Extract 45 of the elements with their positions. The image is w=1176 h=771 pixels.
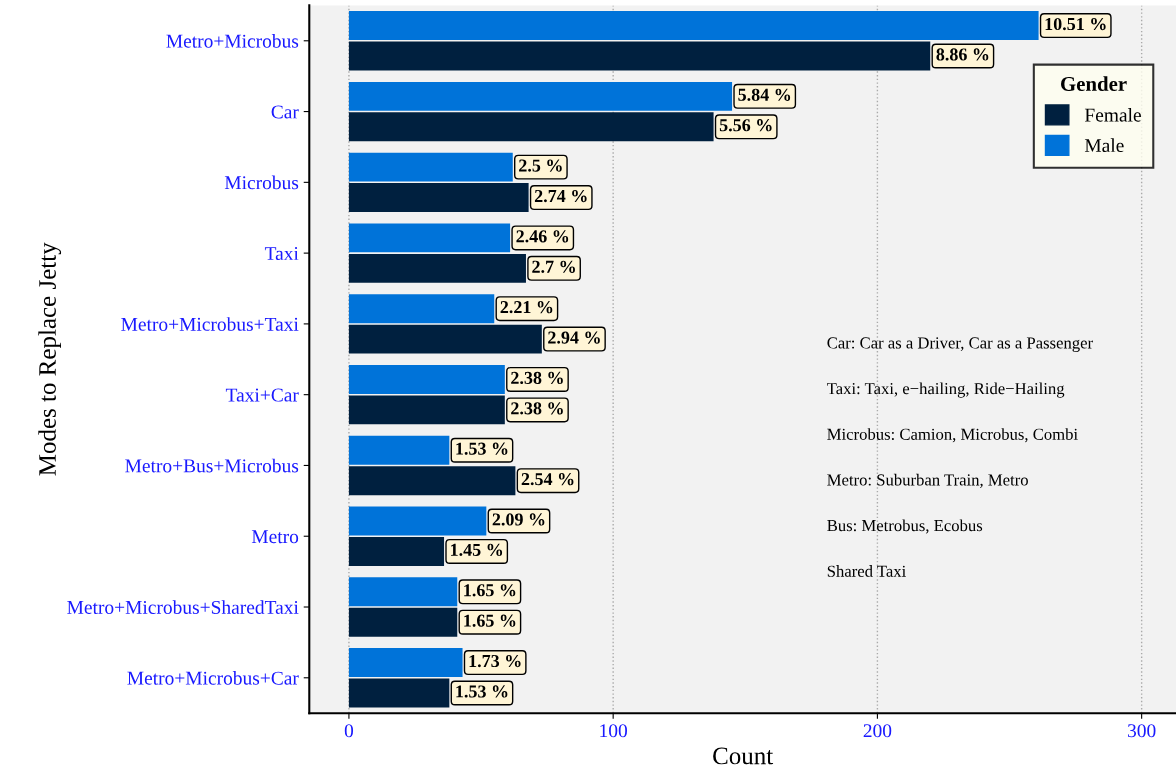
annotation: 1.45 %: [451, 543, 503, 557]
legend-label: Female: [1084, 107, 1141, 122]
annotation: 5.56 %: [719, 119, 772, 132]
annotation: 2.7 %: [532, 260, 575, 273]
annotation: 1.73 %: [469, 654, 521, 668]
y-axis-title: Modes to Replace Jetty: [38, 242, 62, 476]
annotation: Metro: Suburban Train, Metro: [827, 473, 1028, 488]
y-tick-label: Taxi: [264, 246, 299, 261]
y-tick-label: Metro+Microbus+Car: [127, 671, 299, 685]
annotation: 10.51 %: [1045, 17, 1106, 31]
annotation: 2.38 %: [511, 402, 563, 415]
annotation: Taxi: Taxi, e−hailing, Ride−Hailing: [827, 382, 1065, 398]
y-tick-label: Car: [271, 105, 299, 119]
legend-title: Gender: [1061, 76, 1127, 91]
y-tick-label: Metro: [251, 530, 299, 544]
legend-label: Male: [1084, 138, 1124, 153]
annotation: Shared Taxi: [827, 565, 906, 577]
annotation: 2.38 %: [511, 371, 563, 385]
y-tick-label: Taxi+Car: [225, 388, 299, 402]
y-tick-label: Metro+Microbus+Taxi: [121, 317, 299, 331]
annotation: 1.53 %: [456, 685, 508, 698]
x-tick-label: 0: [344, 724, 354, 738]
annotation: 2.21 %: [500, 301, 553, 314]
annotation: Car: Car as a Driver, Car as a Passenger: [827, 337, 1093, 352]
annotation: 2.5 %: [519, 159, 562, 172]
annotation: 2.54 %: [521, 473, 574, 486]
y-tick-label: Microbus: [224, 175, 299, 190]
annotation: 2.94 %: [548, 331, 600, 344]
annotation: 2.46 %: [516, 230, 569, 243]
y-tick-label: Metro+Microbus: [166, 34, 299, 48]
x-axis-title: Count: [713, 747, 774, 765]
y-tick-label: Metro+Microbus+SharedTaxi: [67, 600, 299, 614]
annotation: Microbus: Camion, Microbus, Combi: [827, 428, 1078, 443]
annotation: 5.84 %: [738, 88, 791, 101]
x-tick-label: 200: [863, 724, 892, 738]
annotation: 2.74 %: [534, 189, 587, 203]
annotation: 8.86 %: [936, 48, 989, 61]
x-tick-label: 100: [600, 724, 628, 738]
annotation: Bus: Metrobus, Ecobus: [827, 519, 983, 534]
annotation: 1.53 %: [456, 442, 508, 455]
annotation: 2.09 %: [492, 513, 545, 526]
annotation: 1.65 %: [464, 614, 516, 627]
annotation: 1.65 %: [464, 584, 516, 597]
y-tick-label: Metro+Bus+Microbus: [125, 458, 299, 473]
x-tick-label: 300: [1127, 724, 1156, 738]
